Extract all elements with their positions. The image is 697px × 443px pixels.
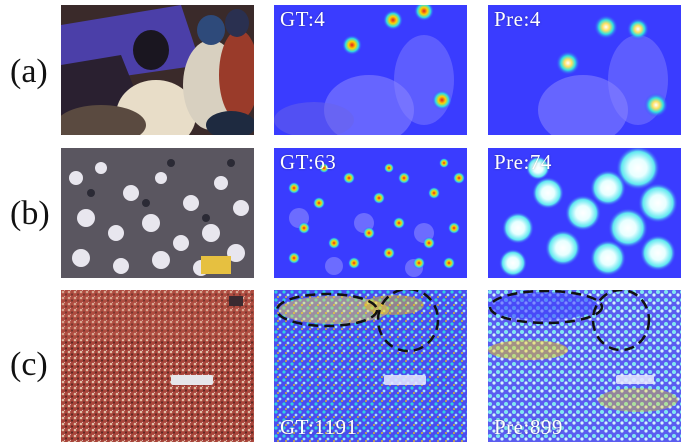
gt-count-a: GT:4 xyxy=(280,7,326,31)
pred-heatmap-b: Pre:74 xyxy=(488,148,681,278)
pred-count-a: Pre:4 xyxy=(494,7,541,31)
gt-count-c: GT:1191 xyxy=(280,415,358,439)
pred-count-b: Pre:74 xyxy=(494,150,552,174)
photo-a xyxy=(61,5,254,135)
photo-c xyxy=(61,290,254,442)
gt-heatmap-b: GT:63 xyxy=(274,148,467,278)
pred-count-c: Pre:899 xyxy=(494,415,563,439)
pred-heatmap-c: Pre:899 xyxy=(488,290,681,442)
gt-count-b: GT:63 xyxy=(280,150,337,174)
row-label-c: (c) xyxy=(10,346,48,383)
pred-heatmap-a: Pre:4 xyxy=(488,5,681,135)
gt-heatmap-c: GT:1191 xyxy=(274,290,467,442)
gt-heatmap-a: GT:4 xyxy=(274,5,467,135)
row-label-a: (a) xyxy=(10,53,48,90)
photo-b xyxy=(61,148,254,278)
row-label-b: (b) xyxy=(10,195,50,232)
